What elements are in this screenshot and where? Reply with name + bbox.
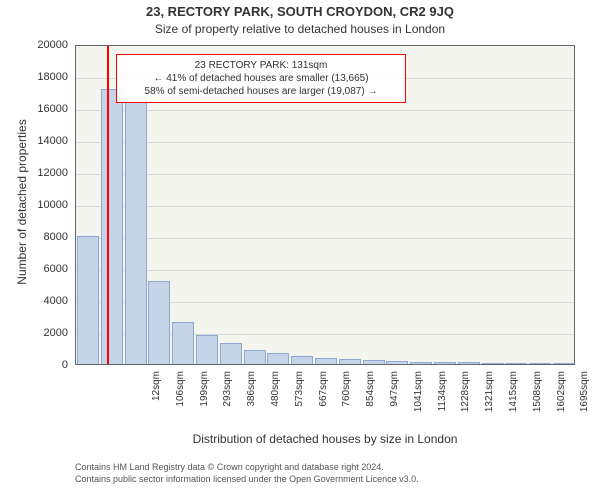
histogram-bar xyxy=(339,359,361,364)
y-tick-label: 12000 xyxy=(0,167,68,179)
histogram-bar xyxy=(77,236,99,364)
gridline xyxy=(76,270,574,271)
x-tick-label: 573sqm xyxy=(294,371,305,431)
y-tick-label: 10000 xyxy=(0,199,68,211)
histogram-bar xyxy=(482,363,504,364)
chart-title: 23, RECTORY PARK, SOUTH CROYDON, CR2 9JQ xyxy=(0,4,600,19)
histogram-bar xyxy=(458,362,480,364)
annotation-line: 58% of semi-detached houses are larger (… xyxy=(123,85,399,98)
histogram-bar xyxy=(267,353,289,364)
annotation-line: 23 RECTORY PARK: 131sqm xyxy=(123,59,399,72)
x-tick-label: 1508sqm xyxy=(532,371,543,431)
x-tick-label: 12sqm xyxy=(151,371,162,431)
y-tick-label: 2000 xyxy=(0,327,68,339)
y-tick-label: 0 xyxy=(0,359,68,371)
footer-line-1: Contains HM Land Registry data © Crown c… xyxy=(75,462,419,474)
x-tick-label: 386sqm xyxy=(246,371,257,431)
footer-attribution: Contains HM Land Registry data © Crown c… xyxy=(75,462,419,485)
histogram-bar xyxy=(196,335,218,364)
histogram-bar xyxy=(553,363,575,364)
x-tick-label: 947sqm xyxy=(389,371,400,431)
gridline xyxy=(76,206,574,207)
x-tick-label: 106sqm xyxy=(175,371,186,431)
footer-line-2: Contains public sector information licen… xyxy=(75,474,419,486)
histogram-bar xyxy=(101,89,123,364)
histogram-bar xyxy=(434,362,456,364)
histogram-bar xyxy=(386,361,408,364)
x-tick-label: 1695sqm xyxy=(579,371,590,431)
x-tick-label: 199sqm xyxy=(199,371,210,431)
x-tick-label: 1602sqm xyxy=(556,371,567,431)
histogram-bar xyxy=(529,363,551,364)
annotation-line: ← 41% of detached houses are smaller (13… xyxy=(123,72,399,85)
histogram-bar xyxy=(315,358,337,364)
histogram-bar xyxy=(363,360,385,364)
x-tick-label: 667sqm xyxy=(318,371,329,431)
y-tick-label: 18000 xyxy=(0,71,68,83)
histogram-bar xyxy=(125,97,147,364)
annotation-box: 23 RECTORY PARK: 131sqm← 41% of detached… xyxy=(116,54,406,103)
y-tick-label: 16000 xyxy=(0,103,68,115)
x-tick-label: 480sqm xyxy=(270,371,281,431)
x-tick-label: 293sqm xyxy=(222,371,233,431)
gridline xyxy=(76,174,574,175)
y-tick-label: 4000 xyxy=(0,295,68,307)
x-tick-label: 1415sqm xyxy=(508,371,519,431)
gridline xyxy=(76,110,574,111)
histogram-bar xyxy=(148,281,170,364)
y-tick-label: 6000 xyxy=(0,263,68,275)
plot-area: 23 RECTORY PARK: 131sqm← 41% of detached… xyxy=(75,45,575,365)
x-tick-label: 1134sqm xyxy=(437,371,448,431)
x-tick-label: 1228sqm xyxy=(460,371,471,431)
chart-subtitle: Size of property relative to detached ho… xyxy=(0,22,600,36)
histogram-chart: 23, RECTORY PARK, SOUTH CROYDON, CR2 9JQ… xyxy=(0,0,600,500)
x-axis-title: Distribution of detached houses by size … xyxy=(75,432,575,446)
histogram-bar xyxy=(244,350,266,364)
histogram-bar xyxy=(172,322,194,364)
gridline xyxy=(76,142,574,143)
x-tick-label: 1041sqm xyxy=(413,371,424,431)
histogram-bar xyxy=(410,362,432,364)
property-marker-line xyxy=(107,46,109,364)
x-tick-label: 1321sqm xyxy=(484,371,495,431)
gridline xyxy=(76,238,574,239)
histogram-bar xyxy=(505,363,527,364)
y-tick-label: 20000 xyxy=(0,39,68,51)
histogram-bar xyxy=(220,343,242,364)
histogram-bar xyxy=(291,356,313,364)
x-tick-label: 854sqm xyxy=(365,371,376,431)
y-tick-label: 14000 xyxy=(0,135,68,147)
y-tick-label: 8000 xyxy=(0,231,68,243)
x-tick-label: 760sqm xyxy=(341,371,352,431)
